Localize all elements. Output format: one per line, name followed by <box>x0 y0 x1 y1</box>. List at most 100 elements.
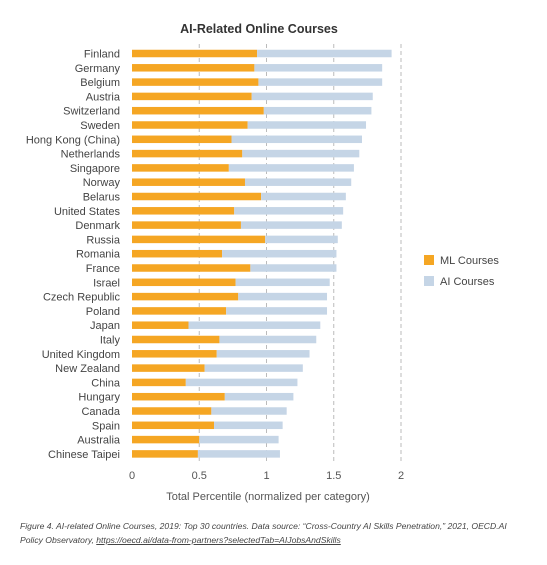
bar-ai-courses <box>258 78 383 86</box>
bar-ml-courses <box>132 149 243 158</box>
bar-ml-courses <box>132 407 212 415</box>
bar-ml-courses <box>132 192 262 201</box>
bar-ml-courses <box>132 435 200 444</box>
bar-ai-courses <box>185 378 298 387</box>
caption-link[interactable]: https://oecd.ai/data-from-partners?selec… <box>96 535 341 545</box>
bar-ml-courses <box>132 307 227 315</box>
bar-ml-courses <box>132 121 248 129</box>
bars <box>132 49 392 458</box>
bar-ml-courses <box>132 49 258 58</box>
y-category-label: Switzerland <box>63 106 120 118</box>
bar-ml-courses <box>132 264 251 272</box>
y-category-label: United Kingdom <box>42 349 120 361</box>
chart: AI-Related Online Courses Finland Germany… <box>26 22 500 503</box>
bar-ai-courses <box>216 350 310 358</box>
bar-ai-courses <box>228 164 354 172</box>
y-category-label: Netherlands <box>61 149 121 161</box>
bar-ml-courses <box>132 78 259 86</box>
bar-ai-courses <box>242 149 360 158</box>
y-category-label: Denmark <box>75 220 120 232</box>
bar-ai-courses <box>254 64 383 72</box>
x-tick-label: 0.5 <box>192 470 207 482</box>
y-category-label: Singapore <box>70 163 120 175</box>
bar-ml-courses <box>132 235 266 244</box>
chart-title: AI-Related Online Courses <box>180 22 338 36</box>
bar-ai-courses <box>219 335 317 344</box>
y-category-label: Finland <box>84 49 120 61</box>
bar-ai-courses <box>211 407 287 415</box>
bar-ml-courses <box>132 178 245 186</box>
bar-ai-courses <box>247 121 367 129</box>
bar-ml-courses <box>132 135 232 144</box>
bar-ml-courses <box>132 207 235 215</box>
bar-ml-courses <box>132 92 252 101</box>
bar-ml-courses <box>132 350 217 358</box>
y-category-label: France <box>86 263 120 275</box>
x-tick-label: 1 <box>263 470 269 482</box>
bar-ml-courses <box>132 278 236 287</box>
bar-ai-courses <box>188 321 321 329</box>
x-tick-label: 1.5 <box>326 470 341 482</box>
bar-ml-courses <box>132 106 264 115</box>
legend-swatch-ml <box>424 255 434 265</box>
y-category-label: United States <box>54 206 121 218</box>
bar-ml-courses <box>132 64 255 72</box>
bar-ml-courses <box>132 392 225 401</box>
bar-ml-courses <box>132 321 189 329</box>
bar-ai-courses <box>257 49 392 58</box>
y-category-label: China <box>91 377 121 389</box>
y-category-label: Hong Kong (China) <box>26 134 120 146</box>
bar-ai-courses <box>214 421 283 430</box>
bar-ml-courses <box>132 249 223 258</box>
bar-ai-courses <box>261 192 346 201</box>
x-axis-label: Total Percentile (normalized per categor… <box>166 491 370 503</box>
bar-ml-courses <box>132 164 229 172</box>
bar-ai-courses <box>263 106 372 115</box>
x-tick-label: 0 <box>129 470 135 482</box>
bar-ml-courses <box>132 450 198 458</box>
bar-ai-courses <box>231 135 362 144</box>
y-category-label: Australia <box>77 435 121 447</box>
bar-ai-courses <box>238 292 328 301</box>
bar-ai-courses <box>265 235 338 244</box>
y-category-label: Austria <box>86 91 121 103</box>
legend-label-ml: ML Courses <box>440 255 499 267</box>
bar-ai-courses <box>204 364 303 372</box>
y-category-label: Poland <box>86 306 120 318</box>
bar-ai-courses <box>240 221 342 229</box>
bar-ml-courses <box>132 335 220 344</box>
bar-ai-courses <box>251 92 373 101</box>
bar-ml-courses <box>132 292 239 301</box>
bar-ai-courses <box>226 307 328 315</box>
y-category-label: Belarus <box>83 192 121 204</box>
bar-ml-courses <box>132 364 205 372</box>
bar-ai-courses <box>234 207 344 215</box>
y-category-label: Russia <box>86 234 121 246</box>
bar-ai-courses <box>222 249 337 258</box>
bar-ml-courses <box>132 378 186 387</box>
bar-ai-courses <box>224 392 294 401</box>
y-category-label: Italy <box>100 335 121 347</box>
x-axis-ticks: 0 0.5 1 1.5 2 <box>129 470 404 482</box>
y-category-label: Belgium <box>80 77 120 89</box>
y-axis-labels: Finland Germany Belgium Austria Switzerland S… <box>26 49 121 461</box>
y-category-label: Japan <box>90 320 120 332</box>
y-category-label: Israel <box>93 277 120 289</box>
bar-ai-courses <box>244 178 352 186</box>
y-category-label: New Zealand <box>55 363 120 375</box>
bar-ml-courses <box>132 221 241 229</box>
x-tick-label: 2 <box>398 470 404 482</box>
y-category-label: Germany <box>75 63 121 75</box>
y-category-label: Romania <box>76 249 121 261</box>
bar-ai-courses <box>197 450 280 458</box>
legend-swatch-ai <box>424 276 434 286</box>
bar-ai-courses <box>250 264 337 272</box>
legend: ML Courses AI Courses <box>424 255 499 288</box>
y-category-label: Hungary <box>78 392 120 404</box>
legend-label-ai: AI Courses <box>440 276 495 288</box>
y-category-label: Sweden <box>80 120 120 132</box>
bar-ml-courses <box>132 421 215 430</box>
y-category-label: Canada <box>81 406 120 418</box>
y-category-label: Spain <box>92 420 120 432</box>
bar-ai-courses <box>199 435 279 444</box>
